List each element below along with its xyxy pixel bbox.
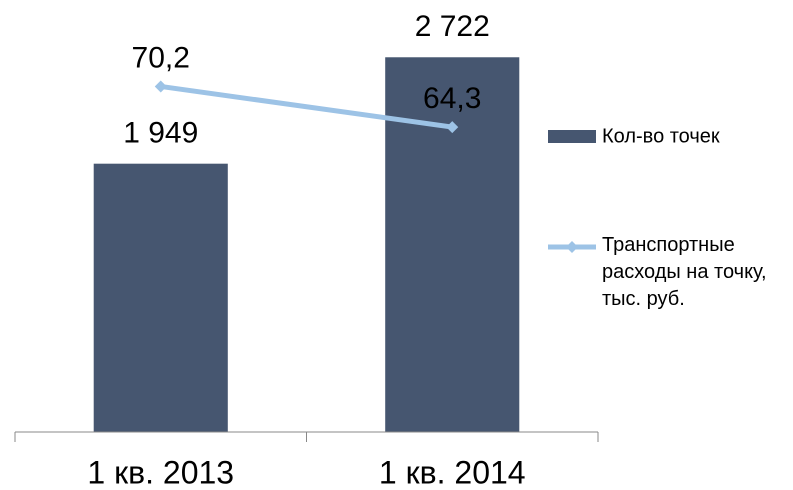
x-tick-label: 1 кв. 2013 [87,454,234,490]
marker [154,80,167,93]
data-label: 2 722 [415,10,490,43]
data-label: 1 949 [123,117,198,150]
data-label: 64,3 [423,82,481,115]
legend-swatch [566,241,578,253]
data-label: 70,2 [132,41,190,74]
bar [93,163,228,432]
legend-swatch [548,130,596,143]
legend-label: Кол-во точек [602,125,720,147]
line [160,83,453,130]
legend-label: Транспортные расходы на точку, тыс. руб. [602,234,767,310]
marker [446,121,459,134]
x-tick-label: 1 кв. 2014 [379,454,526,490]
